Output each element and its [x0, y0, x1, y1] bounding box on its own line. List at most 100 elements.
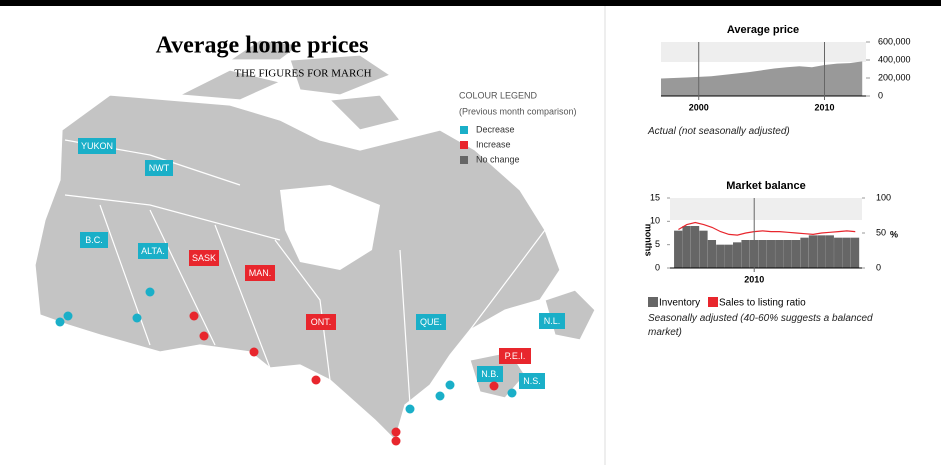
y-tick-label: 10	[650, 216, 660, 226]
inventory-bar	[766, 240, 775, 268]
inventory-bar	[817, 235, 826, 268]
region-label: SASK	[192, 253, 216, 263]
legend-swatch	[708, 297, 718, 307]
region-label: N.B.	[481, 369, 499, 379]
legend-swatch	[648, 297, 658, 307]
inventory-bar	[842, 237, 851, 268]
legend-label: Inventory	[659, 298, 700, 309]
y2-label: %	[890, 229, 898, 239]
y-tick-label: 0	[655, 262, 660, 272]
inventory-bar	[808, 235, 818, 268]
city-dot	[435, 391, 445, 401]
inventory-bar	[707, 240, 717, 268]
legend-swatch	[460, 156, 468, 164]
inventory-bar	[850, 237, 860, 268]
legend-label: Increase	[476, 139, 511, 149]
y-tick-label: 15	[650, 192, 660, 202]
region-label: MAN.	[249, 268, 272, 278]
legend-swatch	[460, 141, 468, 149]
city-dot	[63, 311, 73, 321]
region-label: YUKON	[81, 141, 113, 151]
region-label: N.L.	[544, 316, 561, 326]
x-tick-label: 2010	[814, 102, 834, 112]
map-subtitle: THE FIGURES FOR MARCH	[234, 68, 371, 80]
legend-title: COLOUR LEGEND	[459, 90, 538, 100]
city-dot	[249, 347, 259, 357]
price-area	[661, 61, 863, 96]
inventory-bar	[733, 242, 742, 268]
y-tick-label: 400,000	[878, 54, 911, 64]
inventory-bar	[674, 230, 683, 268]
inventory-bar	[758, 240, 767, 268]
city-dot	[391, 427, 401, 437]
inventory-bar	[741, 240, 750, 268]
y-tick-label: 600,000	[878, 36, 911, 46]
city-dot	[311, 375, 321, 385]
inventory-bar	[800, 237, 809, 268]
city-dot	[507, 388, 517, 398]
price-note: Actual (not seasonally adjusted)	[648, 126, 790, 137]
region-label: QUE.	[420, 317, 442, 327]
inventory-bar	[699, 230, 708, 268]
balance-note: Seasonally adjusted (40-60% suggests a b…	[648, 313, 873, 338]
y2-tick-label: 0	[876, 262, 881, 272]
region-box	[78, 138, 116, 154]
region-label: ONT.	[311, 317, 332, 327]
city-dot	[391, 436, 401, 446]
legend-label: Sales to listing ratio	[719, 298, 806, 309]
region-box	[539, 313, 565, 329]
y-tick-label: 200,000	[878, 72, 911, 82]
inventory-bar	[825, 235, 834, 268]
inventory-bar	[716, 244, 725, 268]
region-label: P.E.I.	[505, 351, 526, 361]
region-label: N.S.	[523, 376, 541, 386]
plot-bg	[661, 42, 866, 62]
city-dot	[55, 317, 65, 327]
legend-label: No change	[476, 154, 520, 164]
x-tick-label: 2010	[744, 274, 764, 284]
inventory-bar	[791, 240, 801, 268]
city-dot	[189, 311, 199, 321]
y-label: months	[644, 224, 654, 257]
chart-title: Market balance	[726, 180, 805, 192]
inventory-bar	[690, 226, 700, 268]
city-dot	[132, 313, 142, 323]
region-box	[416, 314, 446, 330]
region-box	[519, 373, 545, 389]
legend-label: Decrease	[476, 124, 515, 134]
region-box	[80, 232, 108, 248]
x-tick-label: 2000	[689, 102, 709, 112]
region-label: ALTA.	[141, 246, 165, 256]
map-title: Average home prices	[156, 33, 369, 59]
ratio-line	[678, 221, 856, 236]
legend-subtitle: (Previous month comparison)	[459, 106, 577, 116]
inventory-bar	[834, 237, 843, 268]
region-label: NWT	[149, 163, 170, 173]
region-box	[138, 243, 168, 259]
city-dot	[199, 331, 209, 341]
inventory-bar	[783, 240, 792, 268]
y-tick-label: 0	[878, 90, 883, 100]
inventory-bar	[682, 226, 691, 268]
top-bar	[0, 0, 941, 6]
region-box	[499, 348, 531, 364]
inventory-bar	[724, 244, 733, 268]
region-box	[189, 250, 219, 266]
city-dot	[145, 287, 155, 297]
legend-swatch	[460, 126, 468, 134]
inventory-bar	[775, 240, 784, 268]
city-dot	[445, 380, 455, 390]
region-box	[306, 314, 336, 330]
region-box	[145, 160, 173, 176]
plot-bg	[670, 198, 862, 220]
y-tick-label: 5	[655, 239, 660, 249]
region-box	[477, 366, 503, 382]
region-label: B.C.	[85, 235, 103, 245]
chart-title: Average price	[727, 24, 799, 36]
city-dot	[489, 381, 499, 391]
region-box	[245, 265, 275, 281]
city-dot	[405, 404, 415, 414]
y2-tick-label: 50	[876, 227, 886, 237]
